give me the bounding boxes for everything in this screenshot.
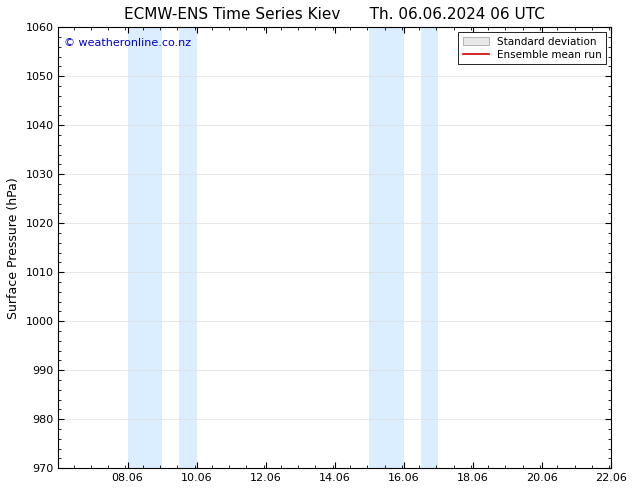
Title: ECMW-ENS Time Series Kiev      Th. 06.06.2024 06 UTC: ECMW-ENS Time Series Kiev Th. 06.06.2024… [124, 7, 545, 22]
Legend: Standard deviation, Ensemble mean run: Standard deviation, Ensemble mean run [458, 32, 606, 64]
Bar [179, 27, 197, 468]
Y-axis label: Surface Pressure (hPa): Surface Pressure (hPa) [7, 177, 20, 318]
Text: © weatheronline.co.nz: © weatheronline.co.nz [64, 38, 191, 49]
Bar [421, 27, 439, 468]
Bar [370, 27, 404, 468]
Bar [127, 27, 162, 468]
